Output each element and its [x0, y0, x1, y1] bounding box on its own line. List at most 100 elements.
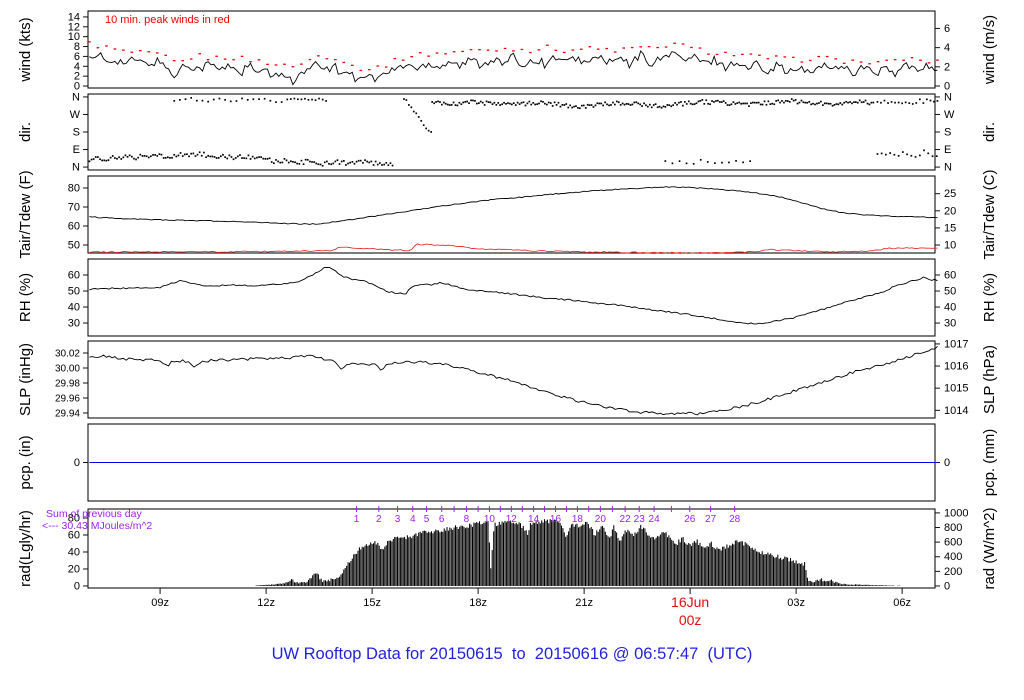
- axis-title-right-wind: wind (m/s): [981, 15, 998, 85]
- ytick-right-label: E: [944, 144, 951, 156]
- series-wind-peak: [88, 41, 939, 72]
- ytick-right-label: 800: [944, 522, 962, 534]
- ytick-left-label: 80: [68, 182, 80, 194]
- series-dir-top-early: [173, 97, 283, 103]
- ytick-left-label: 14: [68, 11, 80, 23]
- ytick-left-label: 60: [68, 529, 80, 541]
- series-wind-avg: [89, 50, 938, 86]
- ytick-left-label: 0: [74, 580, 80, 592]
- ytick-left-label: 10: [68, 31, 80, 43]
- ytick-right-label: 6: [944, 23, 950, 35]
- mj-marker-label: 23: [634, 514, 646, 525]
- mj-marker-label: 16: [550, 514, 562, 525]
- ytick-left-label: 29.96: [55, 393, 80, 404]
- ytick-right-label: N: [944, 162, 952, 174]
- mj-marker-label: 3: [395, 514, 401, 525]
- annotation-rad-1: <--- 30.43 MJoules/m^2: [42, 520, 152, 532]
- xtick-label: 06z: [893, 597, 911, 609]
- series-dir-descending: [403, 98, 432, 133]
- ytick-right-label: 1016: [944, 361, 968, 373]
- xtick-label: 09z: [151, 597, 169, 609]
- series-dir-upper-band: [431, 98, 875, 110]
- axis-title-right-dir: dir.: [981, 122, 998, 142]
- mj-marker-label: 10: [484, 514, 496, 525]
- ytick-left-label: 40: [68, 546, 80, 558]
- series-dir-low-band: [88, 151, 394, 167]
- ytick-right-label: 200: [944, 566, 962, 578]
- ytick-right-label: 2: [944, 61, 950, 73]
- mj-marker-label: 12: [506, 514, 518, 525]
- ytick-left-label: 60: [68, 270, 80, 282]
- ytick-right-label: 1000: [944, 507, 968, 519]
- ytick-left-label: 70: [68, 201, 80, 213]
- ytick-right-label: N: [944, 91, 952, 103]
- ytick-left-label: 29.98: [55, 378, 80, 389]
- xtick-label: 18z: [469, 597, 487, 609]
- ytick-left-label: E: [73, 144, 80, 156]
- panel-slp: 29.94 29.96 29.98 30.00 30.02 1014 1015 1016 101…: [17, 338, 998, 419]
- ytick-right-label: 60: [944, 270, 956, 282]
- mj-marker-label: 6: [439, 514, 445, 525]
- ytick-left-label: 4: [74, 61, 80, 73]
- xtick-label-date: 16Jun: [671, 594, 709, 610]
- ytick-right-label: 0: [944, 81, 950, 93]
- ytick-left-label: 60: [68, 221, 80, 233]
- ytick-left-label: 50: [68, 240, 80, 252]
- ytick-left-label: 30.02: [55, 348, 80, 359]
- axis-title-left-slp: SLP (inHg): [17, 343, 34, 416]
- mj-marker-label: 5: [424, 514, 430, 525]
- mj-marker-label: 22: [620, 514, 632, 525]
- ytick-right-label: 1015: [944, 383, 968, 395]
- mj-marker-label: 2: [376, 514, 382, 525]
- ytick-right-label: 0: [944, 457, 950, 469]
- ytick-right-label: 10: [944, 240, 956, 252]
- ytick-right-label: 20: [944, 205, 956, 217]
- ytick-right-label: W: [944, 109, 955, 121]
- ytick-right-label: 0: [944, 580, 950, 592]
- axis-title-left-rad: rad(Lgly/hr): [17, 510, 34, 587]
- series-dir-right-scatter: [876, 149, 938, 158]
- ytick-right-label: 30: [944, 318, 956, 330]
- annotation-wind-0: 10 min. peak winds in red: [105, 14, 230, 26]
- ytick-right-label: 400: [944, 551, 962, 563]
- ytick-right-label: 1017: [944, 338, 968, 350]
- ytick-left-label: 50: [68, 286, 80, 298]
- ytick-right-label: 50: [944, 286, 956, 298]
- panel-rh: 30 40 50 60 30 40 50 60 RH (%) RH (%): [17, 258, 998, 337]
- axis-title-left-wind: wind (kts): [17, 17, 34, 82]
- ytick-left-label: 30.00: [55, 363, 80, 374]
- ytick-left-label: 12: [68, 21, 80, 33]
- mj-marker-label: 24: [649, 514, 661, 525]
- mj-marker-label: 27: [705, 514, 717, 525]
- xtick-label-date2: 00z: [679, 612, 702, 628]
- series-rh-trace: [89, 267, 938, 325]
- mj-marker-label: 1: [354, 514, 360, 525]
- series-dir-right-upper: [876, 98, 939, 105]
- panel-temp: 50 60 70 80 10 15 20 25 Tair/Tdew (F) Tair/Tdew (…: [17, 169, 998, 259]
- axis-title-right-slp: SLP (hPa): [981, 345, 998, 414]
- ytick-right-label: 1014: [944, 405, 968, 417]
- axis-title-left-temp: Tair/Tdew (F): [17, 170, 34, 258]
- ytick-left-label: 0: [74, 457, 80, 469]
- ytick-left-label: W: [70, 109, 81, 121]
- ytick-left-label: 2: [74, 71, 80, 83]
- mj-marker-label: 28: [729, 514, 741, 525]
- ytick-left-label: 80: [68, 513, 80, 525]
- xtick-label: 21z: [575, 597, 593, 609]
- ytick-left-label: 20: [68, 563, 80, 575]
- ytick-right-label: 4: [944, 42, 950, 54]
- ytick-left-label: 30: [68, 318, 80, 330]
- annotation-rad-0: Sum of previous day: [46, 508, 142, 520]
- panel-pcp: 0 0 pcp. (in) pcp. (mm): [17, 423, 998, 502]
- ytick-right-label: 25: [944, 188, 956, 200]
- ytick-left-label: N: [72, 162, 80, 174]
- mj-marker-label: 4: [410, 514, 416, 525]
- ytick-left-label: 6: [74, 51, 80, 63]
- xtick-label: 15z: [363, 597, 381, 609]
- ytick-right-label: S: [944, 127, 951, 139]
